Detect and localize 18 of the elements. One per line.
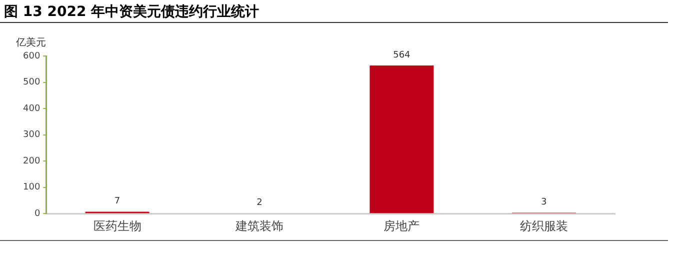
y-tick-label: 300 bbox=[22, 130, 40, 140]
x-tick-label: 房地产 bbox=[384, 218, 420, 233]
bar bbox=[370, 65, 434, 214]
data-label: 3 bbox=[541, 198, 547, 208]
y-tick-label: 100 bbox=[22, 182, 40, 193]
data-label: 7 bbox=[114, 196, 120, 207]
x-tick-label: 建筑装饰 bbox=[234, 218, 284, 233]
x-tick-label: 纺织服装 bbox=[520, 218, 568, 233]
y-tick-label: 0 bbox=[34, 208, 40, 219]
y-axis-title: 亿美元 bbox=[15, 36, 46, 49]
chart-title: 图 13 2022 年中资美元债违约行业统计 bbox=[4, 3, 260, 21]
y-tick-label: 600 bbox=[22, 51, 40, 62]
data-label: 2 bbox=[256, 198, 262, 208]
data-label: 564 bbox=[393, 50, 411, 60]
y-tick-label: 200 bbox=[22, 156, 40, 166]
x-tick-label: 医药生物 bbox=[93, 218, 142, 233]
y-tick-label: 400 bbox=[22, 104, 40, 114]
y-tick-label: 500 bbox=[22, 78, 40, 88]
